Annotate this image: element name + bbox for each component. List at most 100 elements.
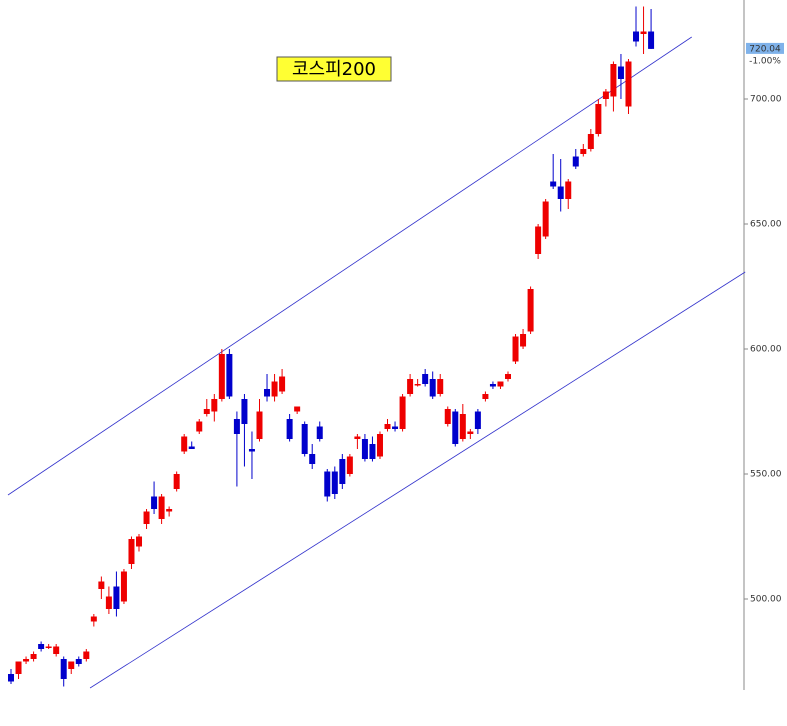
candle-body [256,411,263,439]
candle-body [241,399,248,424]
candle-body [610,64,617,97]
candle-body [346,456,353,474]
candle-body [414,384,421,386]
candle-body [203,409,210,414]
candle-body [301,424,308,454]
candle-body [474,411,481,429]
candle-body [467,431,474,434]
y-tick-label: 550.00 [750,470,782,480]
candle-body [83,651,90,659]
candle-body [316,426,323,439]
candle-body [392,426,399,429]
candle-body [482,394,489,399]
candle-body [188,446,195,449]
candle-body [151,496,158,509]
candle-body [143,511,150,524]
candle-body [309,454,316,464]
candle-body [550,181,557,187]
candle-body [271,381,278,397]
title-box [276,56,392,82]
candle-body [580,149,587,154]
candle-body [407,379,414,394]
candle-body [512,336,519,362]
candle-body [369,444,376,459]
candle-body [226,354,233,397]
candle-body [294,406,301,412]
candle-body [324,471,331,497]
candle-body [617,66,624,79]
candle-body [15,661,22,674]
candle-body [595,104,602,134]
candle-body [286,419,293,439]
candle-body [640,31,647,34]
candle-body [542,201,549,237]
candle-body [38,644,45,649]
chart-title: 코스피200 [292,59,376,80]
candle-body [384,424,391,429]
candle-body [23,659,30,662]
candle-body [331,471,338,494]
candle-body [128,539,135,564]
candle-body [504,374,511,379]
candle-body [196,421,203,432]
candle-body [181,436,188,452]
candle-body [173,474,180,489]
candle-body [437,379,444,394]
candle-body [587,134,594,149]
price-marker-label: 720.04 [749,44,781,54]
candle-body [158,496,165,519]
candle-body [218,354,225,399]
candle-body [45,646,52,648]
candle-body [264,389,271,397]
price-marker-box [746,42,784,54]
candle-body [520,334,527,347]
candle-body [166,509,173,512]
candle-body [376,434,383,457]
candle-body [565,181,572,199]
price-change-label: -1.00% [749,56,781,66]
candle-body [625,61,632,107]
candle-body [354,436,361,439]
candle-body [489,384,496,387]
candle-body [233,419,240,434]
candle-body [136,536,143,547]
candle-body [497,381,504,387]
trendline [89,271,746,689]
candle-body [422,374,429,384]
candle-body [75,659,82,664]
candle-body [211,399,218,412]
candle-body [98,581,105,589]
candle-body [459,414,466,439]
candle-body [633,31,640,42]
candle-body [535,226,542,254]
candle-body [339,459,346,484]
candle-body [105,596,112,609]
y-tick-label: 700.00 [750,95,782,105]
candle-body [399,396,406,429]
candle-body [53,646,60,654]
candle-body [361,439,368,459]
candle-body [452,411,459,444]
candle-body [60,659,67,679]
candle-body [113,586,120,609]
y-tick-label: 600.00 [750,345,782,355]
trendline [7,36,692,496]
candle-body [90,616,97,622]
candle-body [444,409,451,424]
candle-body [429,379,436,397]
candle-body [527,289,534,332]
candle-body [572,156,579,167]
candle-body [68,661,75,669]
y-tick-label: 650.00 [750,220,782,230]
candle-body [557,186,564,199]
candle-body [648,31,655,49]
candle-body [120,571,127,602]
candle-body [7,674,14,682]
candle-body [279,376,286,392]
candle-body [248,449,255,452]
candle-body [602,91,609,99]
y-tick-label: 500.00 [750,595,782,605]
candle-body [30,654,37,659]
